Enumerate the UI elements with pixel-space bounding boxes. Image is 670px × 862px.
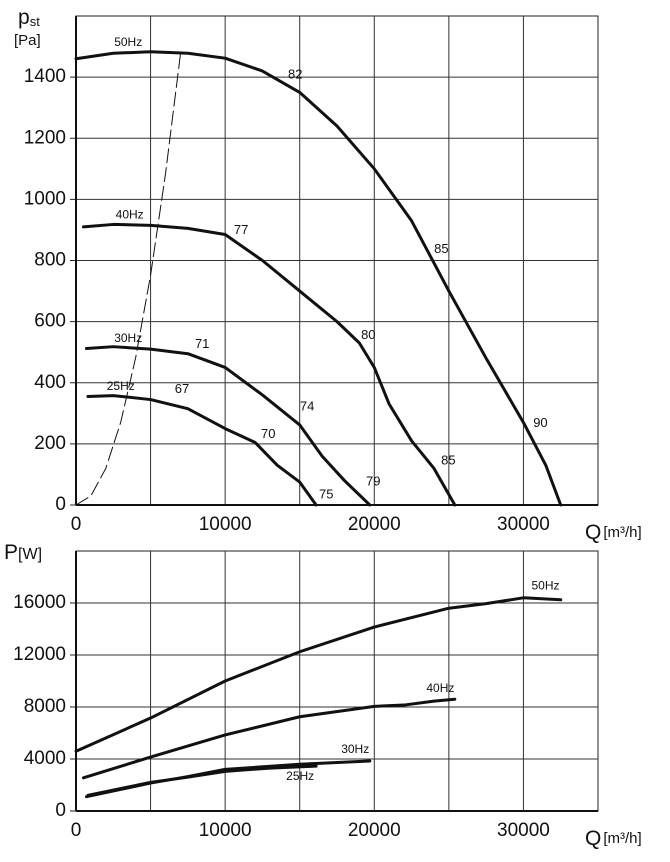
x-tick-label: 10000	[199, 820, 252, 841]
x-axis-symbol: Q	[585, 521, 601, 544]
efficiency-label: 85	[441, 452, 455, 467]
x-tick-label: 0	[71, 514, 82, 535]
efficiency-label: 71	[195, 336, 209, 351]
efficiency-label: 80	[361, 327, 375, 342]
curve	[74, 50, 563, 507]
efficiency-label: 77	[234, 222, 248, 237]
y-tick-label: 400	[34, 372, 66, 393]
efficiency-label: 75	[319, 486, 333, 501]
y-axis-subscript: st	[30, 14, 41, 29]
y-tick-label: 8000	[24, 696, 66, 717]
x-tick-label: 30000	[497, 820, 550, 841]
curve-label: 50Hz	[531, 578, 559, 592]
y-tick-label: 12000	[13, 644, 66, 665]
curve	[84, 345, 372, 507]
x-tick-label: 30000	[497, 514, 550, 535]
curve	[86, 764, 318, 797]
curve	[81, 697, 457, 780]
efficiency-label: 79	[366, 474, 380, 489]
y-axis-title: pst	[18, 6, 40, 30]
y-tick-label: 0	[55, 800, 66, 821]
curve-label: 25Hz	[107, 379, 135, 393]
curve-label: 30Hz	[341, 742, 369, 756]
curve-label: 50Hz	[114, 35, 142, 49]
y-tick-label: 1000	[24, 188, 66, 209]
x-tick-label: 20000	[348, 514, 401, 535]
efficiency-label: 74	[300, 398, 314, 413]
y-axis-symbol: P	[4, 541, 18, 564]
x-tick-label: 20000	[348, 820, 401, 841]
x-axis-symbol: Q	[585, 827, 601, 850]
y-tick-label: 200	[34, 433, 66, 454]
curve	[81, 222, 457, 507]
curve-label: 30Hz	[114, 331, 142, 345]
y-tick-label: 0	[55, 494, 66, 515]
efficiency-label: 82	[288, 66, 302, 81]
x-axis-unit: [m³/h]	[603, 524, 641, 541]
y-tick-label: 4000	[24, 748, 66, 769]
curve-label: 40Hz	[426, 681, 454, 695]
curve	[75, 54, 181, 506]
curve	[86, 394, 318, 507]
curve	[74, 596, 563, 753]
x-axis-unit: [m³/h]	[603, 830, 641, 847]
x-axis-title: Q [m³/h]	[585, 521, 642, 544]
efficiency-label: 85	[434, 241, 448, 256]
plot-frame	[75, 550, 599, 812]
x-axis-title: Q [m³/h]	[585, 827, 642, 850]
x-tick-label: 10000	[199, 514, 252, 535]
x-tick-label: 0	[71, 820, 82, 841]
efficiency-label: 70	[261, 426, 275, 441]
efficiency-label: 67	[175, 381, 189, 396]
y-tick-label: 600	[34, 311, 66, 332]
y-tick-label: 1200	[24, 127, 66, 148]
y-axis-unit: [Pa]	[14, 32, 41, 49]
efficiency-label: 90	[533, 415, 547, 430]
y-tick-label: 1400	[24, 66, 66, 87]
y-axis-unit: [W]	[18, 546, 42, 563]
y-tick-label: 16000	[13, 592, 66, 613]
curve-label: 25Hz	[286, 769, 314, 783]
curve	[84, 759, 372, 799]
y-axis-symbol: p	[18, 6, 30, 29]
y-axis-title: P[W]	[4, 541, 42, 564]
curve-label: 40Hz	[116, 207, 144, 221]
y-tick-label: 800	[34, 250, 66, 271]
